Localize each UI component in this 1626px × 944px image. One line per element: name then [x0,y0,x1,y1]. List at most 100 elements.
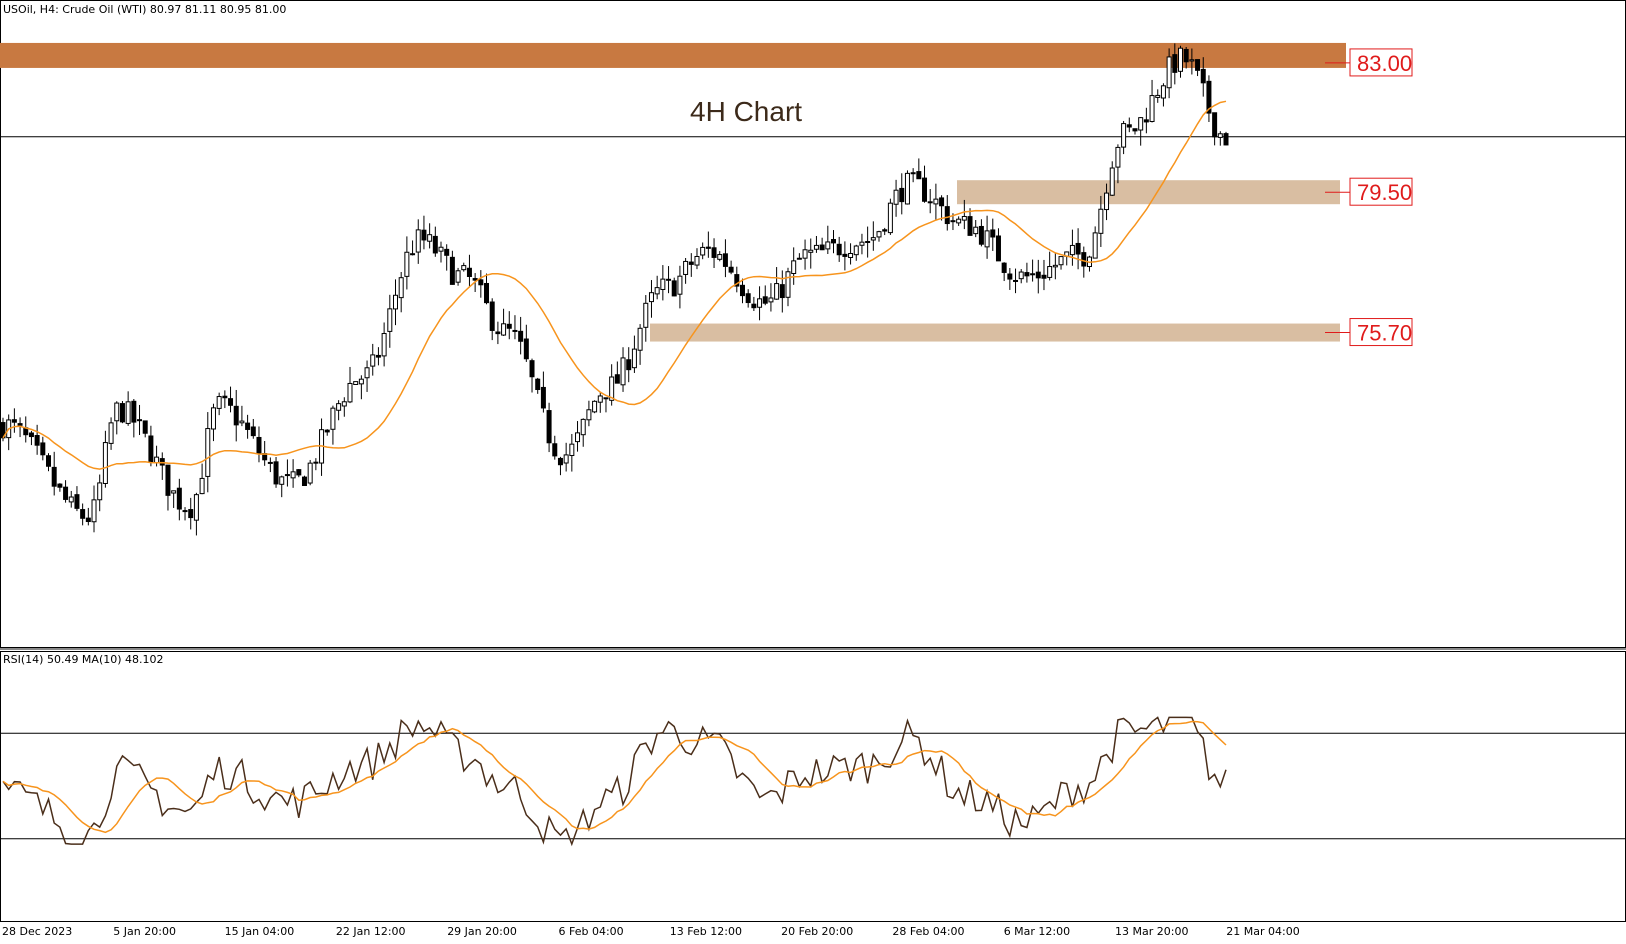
candle-body [51,466,57,487]
candle-body [694,255,700,266]
candle-body [1109,167,1115,196]
candle-body [563,454,569,464]
x-tick-label: 21 Mar 04:00 [1226,925,1299,938]
time-axis: 28 Dec 2023 5 Jan 20:00 15 Jan 04:00 22 … [2,925,1300,938]
candle-body [802,249,808,259]
x-tick-label: 13 Mar 20:00 [1115,925,1188,938]
candle-body [489,301,495,331]
candle-body [307,462,313,484]
candle-body [68,496,74,503]
candle-body [188,509,194,519]
candle-body [28,432,34,438]
candle-body [796,257,802,260]
candle-body [1081,252,1087,267]
candle-body [296,469,302,476]
candle-body [779,284,785,299]
candle-body [1030,273,1036,276]
candle-body [978,225,984,245]
candle-body [34,435,40,446]
candle-body [410,253,416,256]
candle-body [688,261,694,265]
candle-body [165,464,171,496]
candle-body [990,229,996,238]
candle-body [154,456,160,463]
candle-body [148,435,154,463]
candle-body [205,428,211,477]
candle-body [609,376,615,401]
candle-body [785,271,791,298]
level-label-75-7: 75.70 [1325,318,1413,347]
candle-body [1195,59,1201,71]
candle-body [939,197,945,207]
candle-body [1047,266,1053,278]
candle-body [887,202,893,234]
candle-body [529,360,535,378]
candle-body [637,327,643,351]
candle-body [1104,192,1110,211]
candle-body [421,229,427,241]
candle-body [501,323,507,336]
candle-body [705,246,711,249]
candle-body [961,215,967,221]
candle-body [1007,273,1013,280]
candle-body [57,483,63,488]
candle-body [1058,256,1064,266]
candle-body [836,243,842,256]
candle-body [535,378,541,390]
candle-body [808,249,814,253]
candle-body [495,331,501,335]
candle-body [40,442,46,456]
candle-body [131,400,137,423]
candle-body [336,403,342,411]
x-tick-label: 5 Jan 20:00 [113,925,176,938]
candle-body [1149,95,1155,122]
candle-body [1200,68,1206,84]
level-text-83: 83.00 [1357,51,1412,76]
candle-body [182,510,188,513]
candle-body [1160,85,1166,99]
candle-body [228,398,234,406]
candle-body [580,418,586,436]
rsi-label: RSI(14) 50.49 MA(10) 48.102 [3,653,164,666]
candle-body [444,248,450,256]
candle-body [341,401,347,407]
candle-body [660,278,666,290]
candle-body [1166,56,1172,89]
candle-body [597,395,603,403]
x-tick-label: 20 Feb 20:00 [781,925,853,938]
candle-body [882,229,888,232]
candle-body [279,476,285,485]
candle-body [728,266,734,273]
candle-body [273,461,279,485]
candle-body [358,378,364,385]
candle-body [119,403,125,423]
candle-body [392,294,398,310]
candle-body [449,256,455,285]
x-tick-label: 15 Jan 04:00 [225,925,295,938]
candle-body [904,172,910,205]
candle-body [370,354,376,367]
candle-body [631,348,637,369]
candle-body [125,401,131,424]
candle-body [1069,244,1075,256]
candle-body [569,443,575,457]
candle-body [142,420,148,434]
candle-body [330,407,336,430]
candle-body [711,247,717,258]
candle-body [575,432,581,443]
candle-body [557,457,563,466]
candle-body [1155,94,1161,98]
candle-body [922,177,928,202]
x-tick-label: 28 Dec 2023 [2,925,72,938]
candle-body [1092,232,1098,259]
support-zone-79-5 [957,180,1340,205]
candle-body [199,477,205,495]
candle-body [1132,128,1138,132]
rsi-line [2,716,1227,847]
candle-body [171,490,177,494]
candle-body [762,296,768,304]
candle-body [751,303,757,309]
candle-body [404,251,410,277]
